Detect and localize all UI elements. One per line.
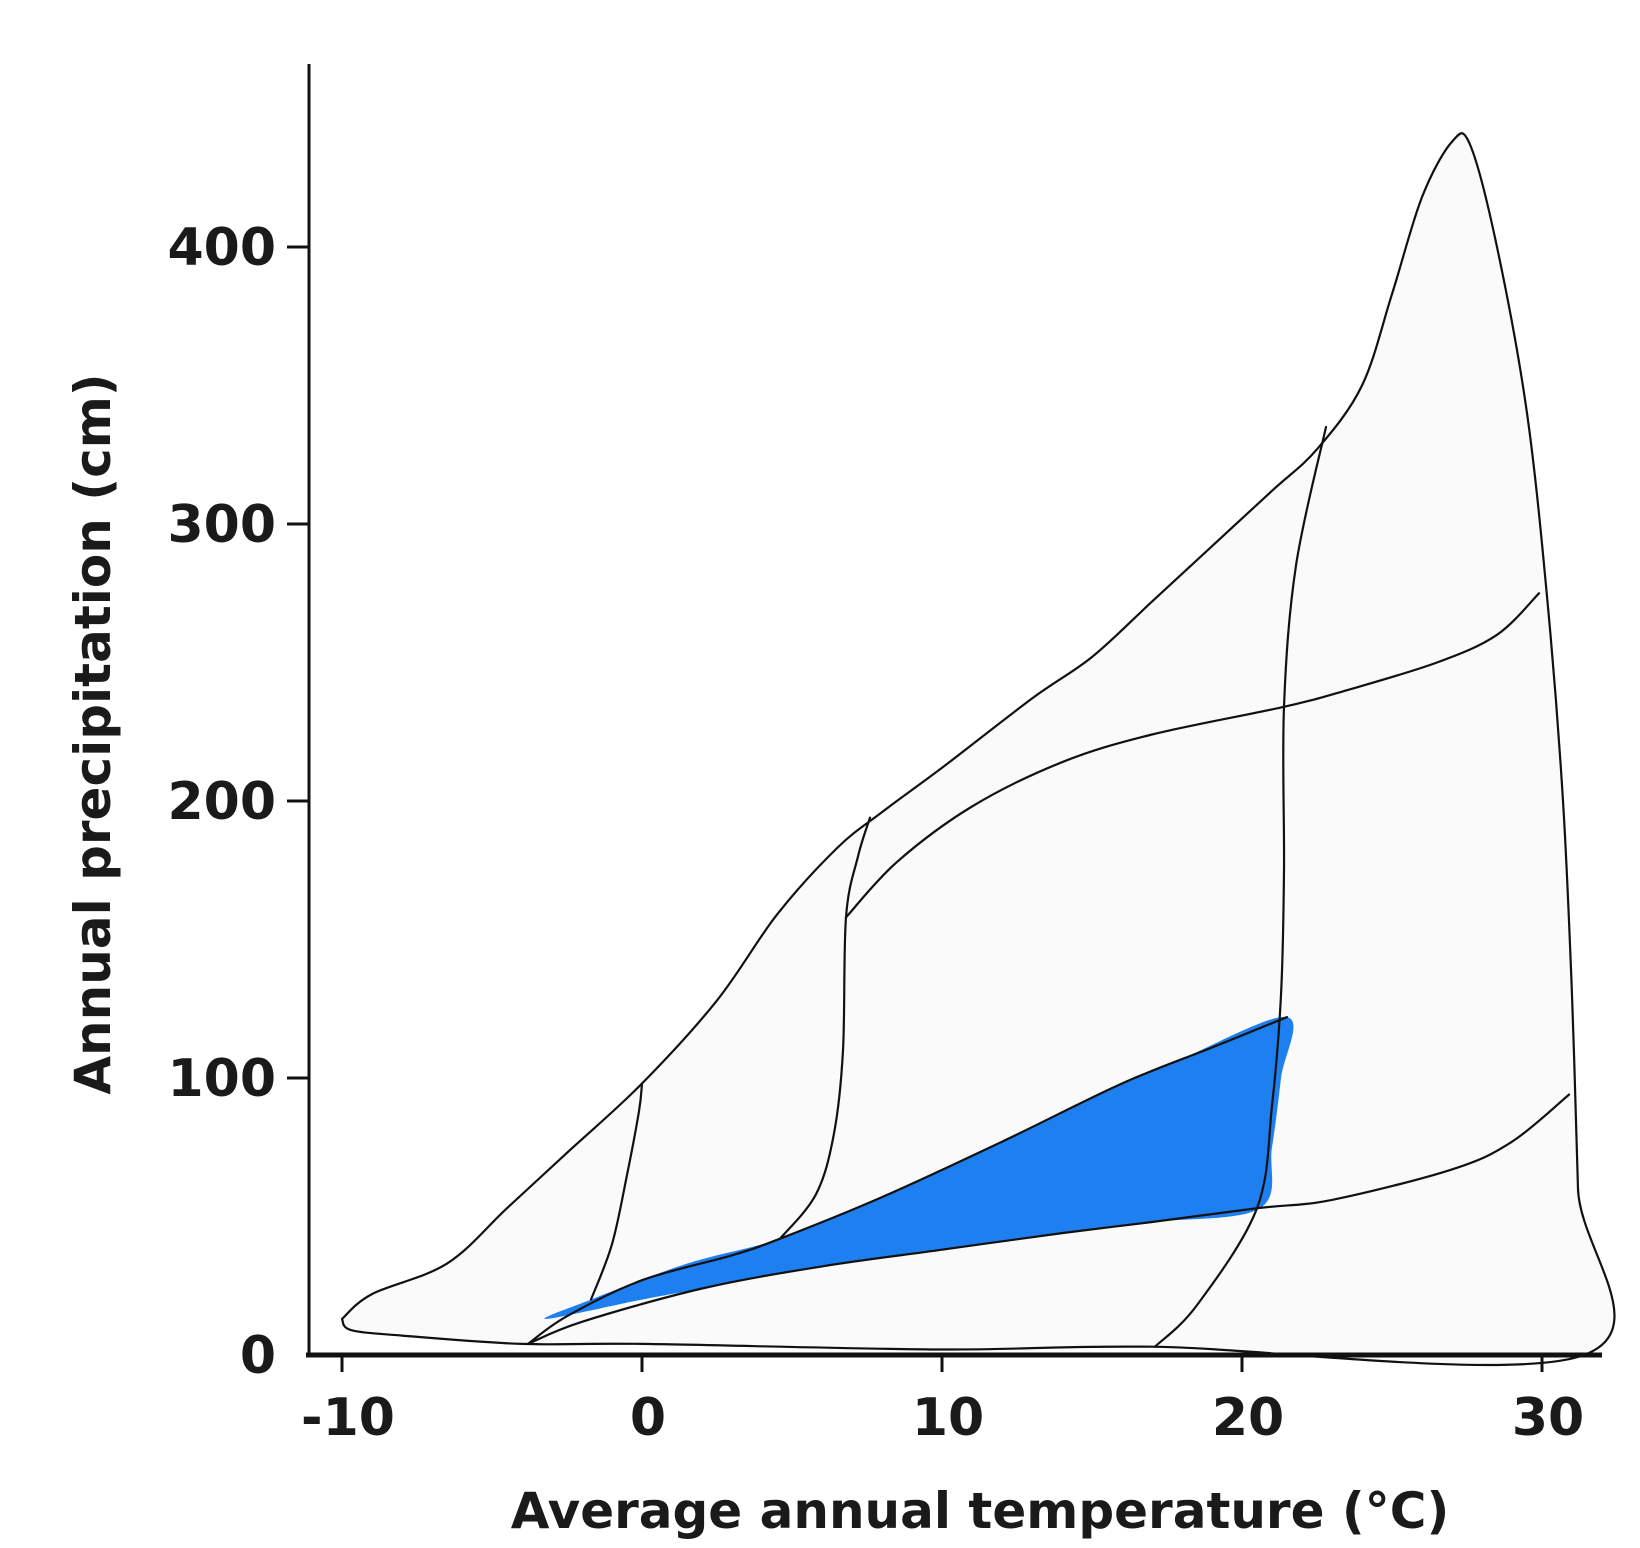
biome-region-fill — [340, 133, 1615, 1366]
x-tick-label: -10 — [301, 1388, 395, 1448]
y-tick-label: 300 — [167, 495, 276, 555]
x-tick-label: 20 — [1212, 1388, 1284, 1448]
y-tick-label: 100 — [167, 1049, 276, 1109]
y-tick-label: 0 — [240, 1326, 276, 1386]
y-tick-label: 200 — [167, 772, 276, 832]
boundary-line-6 — [844, 592, 1541, 919]
y-axis-title: Annual precipitation (cm) — [64, 373, 122, 1094]
x-tick-label: 0 — [630, 1388, 666, 1448]
outline-curve — [340, 132, 1616, 1367]
highlighted-region — [544, 1016, 1294, 1319]
x-axis-title: Average annual temperature (°C) — [511, 1482, 1450, 1540]
axes: 0 100 200 300 400 -10 0 10 20 30 — [167, 64, 1602, 1448]
y-tick-label: 400 — [167, 218, 276, 278]
boundary-line-3 — [526, 1016, 1289, 1345]
x-ticks: -10 0 10 20 30 — [301, 1355, 1584, 1448]
boundary-line-5 — [1153, 425, 1328, 1348]
boundary-line-2 — [778, 816, 872, 1240]
x-tick-label: 10 — [912, 1388, 984, 1448]
boundary-line-4 — [526, 1093, 1571, 1345]
y-ticks: 0 100 200 300 400 — [167, 218, 309, 1386]
plot-area — [340, 132, 1616, 1367]
x-tick-label: 30 — [1512, 1388, 1584, 1448]
boundary-line-1 — [589, 1082, 644, 1301]
